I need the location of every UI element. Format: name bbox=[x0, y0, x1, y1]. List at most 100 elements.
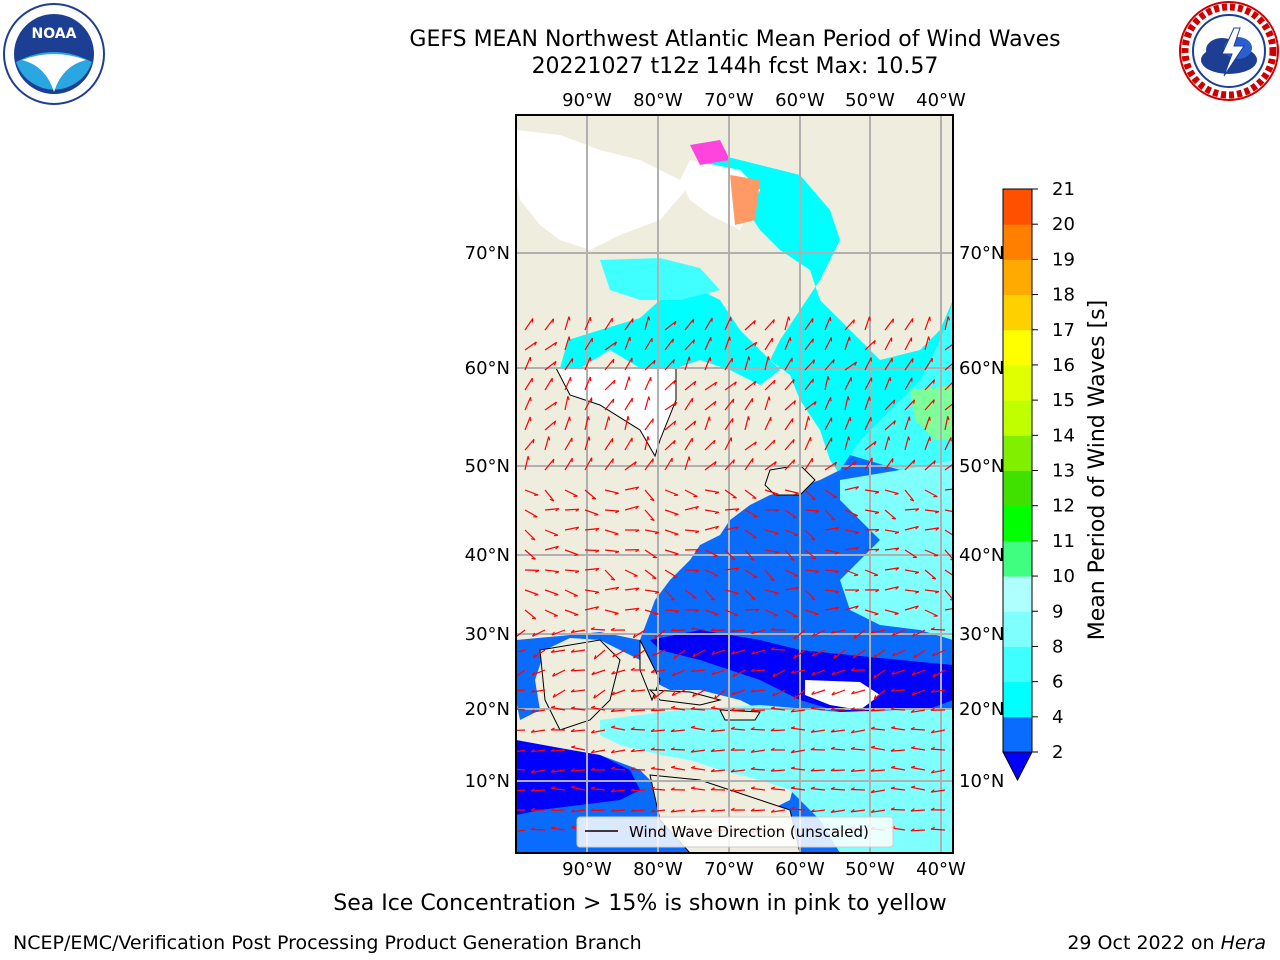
wind-wave-arrow bbox=[831, 809, 846, 813]
wind-wave-arrow bbox=[644, 359, 656, 371]
wind-wave-arrowhead bbox=[671, 672, 676, 677]
wind-wave-arrowhead bbox=[673, 440, 676, 445]
arctic-archipelago-ice bbox=[516, 130, 690, 250]
wind-wave-arrow bbox=[551, 827, 566, 831]
wind-wave-arrow bbox=[684, 356, 690, 371]
wind-wave-arrowhead bbox=[793, 400, 796, 405]
wind-wave-arrowhead bbox=[672, 338, 674, 343]
wind-wave-arrow bbox=[891, 669, 906, 675]
wind-wave-arrow bbox=[744, 489, 757, 499]
wind-wave-arrow bbox=[664, 549, 679, 555]
wind-wave-arrowhead bbox=[831, 671, 835, 676]
wind-wave-arrowhead bbox=[630, 767, 635, 771]
wind-wave-arrow bbox=[631, 809, 646, 812]
wind-wave-arrowhead bbox=[893, 399, 896, 404]
wind-wave-arrowhead bbox=[635, 529, 640, 533]
wind-wave-arrowhead bbox=[693, 380, 697, 386]
wind-wave-arrow bbox=[931, 729, 946, 734]
wind-wave-arrowhead bbox=[612, 458, 614, 463]
wind-wave-arrowhead bbox=[614, 612, 619, 616]
wind-wave-arrow bbox=[904, 358, 914, 371]
wind-wave-arrowhead bbox=[690, 809, 695, 813]
wind-wave-arrow bbox=[630, 709, 646, 712]
wind-wave-arrow bbox=[830, 769, 846, 772]
wind-wave-arrow bbox=[784, 336, 791, 351]
wind-wave-arrowhead bbox=[635, 587, 640, 591]
colorbar-tick-label: 12 bbox=[1052, 496, 1075, 517]
wind-wave-arrow bbox=[804, 401, 817, 411]
wind-wave-arrowhead bbox=[615, 586, 620, 591]
wind-wave-arrow bbox=[744, 608, 760, 611]
wind-wave-arrow bbox=[584, 356, 591, 371]
wind-wave-arrowhead bbox=[735, 567, 740, 571]
wind-wave-arrow bbox=[524, 509, 538, 518]
wind-wave-arrow bbox=[884, 458, 894, 471]
wind-wave-arrow bbox=[911, 709, 926, 713]
wind-wave-arrow bbox=[664, 457, 673, 471]
wind-wave-arrow bbox=[551, 787, 566, 791]
pacific-deep-blue bbox=[516, 740, 640, 815]
wind-wave-arrowhead bbox=[875, 548, 880, 552]
wind-wave-arrowhead bbox=[530, 827, 535, 830]
wind-wave-arrow bbox=[772, 689, 786, 697]
wind-wave-arrow bbox=[531, 709, 546, 713]
wind-wave-arrow bbox=[624, 607, 639, 611]
colorbar-tick-label: 21 bbox=[1052, 179, 1075, 200]
wind-wave-arrow bbox=[791, 709, 806, 713]
wind-wave-arrow bbox=[864, 569, 879, 576]
sea-ice-note: Sea Ice Concentration > 15% is shown in … bbox=[333, 891, 947, 916]
wind-wave-arrowhead bbox=[848, 336, 851, 341]
colorbar-segment bbox=[1003, 189, 1032, 225]
wind-wave-arrowhead bbox=[553, 361, 557, 366]
wind-wave-arrowhead bbox=[610, 627, 615, 631]
wind-wave-arrow bbox=[744, 589, 756, 600]
wind-wave-arrow bbox=[516, 829, 526, 833]
wind-wave-arrowhead bbox=[770, 647, 775, 650]
wind-wave-arrowhead bbox=[830, 629, 835, 634]
colorbar-segment bbox=[1003, 470, 1032, 507]
wind-wave-arrow bbox=[770, 648, 786, 651]
wind-wave-arrow bbox=[924, 527, 939, 531]
wind-wave-arrowhead bbox=[550, 769, 555, 773]
wind-wave-arrowhead bbox=[811, 690, 815, 695]
wind-wave-arrow bbox=[604, 341, 617, 351]
wind-wave-arrowhead bbox=[731, 558, 736, 561]
wind-wave-arrowhead bbox=[811, 498, 816, 501]
wind-wave-arrowhead bbox=[735, 526, 740, 530]
colorbar-segment bbox=[1003, 329, 1032, 366]
wind-wave-arrowhead bbox=[570, 668, 575, 672]
wind-wave-arrowhead bbox=[670, 787, 675, 791]
wind-wave-arrow bbox=[724, 381, 737, 391]
wind-wave-arrowhead bbox=[635, 607, 640, 612]
colorbar: 2 4 6 8 9 10 11 12 13 14 15 16 17 18 19 20 21 bbox=[1002, 179, 1075, 782]
wind-wave-arrow bbox=[873, 649, 886, 659]
wind-wave-arrow bbox=[724, 567, 739, 571]
wind-wave-arrowhead bbox=[714, 381, 718, 386]
colorbar-segment bbox=[1003, 364, 1032, 401]
wind-wave-arrow bbox=[804, 359, 815, 371]
wind-wave-arrow bbox=[544, 489, 555, 502]
lat-tick-left: 10°N bbox=[465, 771, 510, 792]
wind-wave-arrowhead bbox=[812, 359, 816, 364]
wind-wave-arrow bbox=[624, 318, 634, 331]
wind-wave-arrowhead bbox=[891, 517, 896, 520]
colorbar-tick-label: 10 bbox=[1052, 566, 1075, 587]
wind-wave-arrowhead bbox=[612, 653, 616, 658]
wind-wave-arrow bbox=[564, 526, 579, 531]
wind-wave-arrowhead bbox=[690, 626, 695, 630]
wind-wave-arrowhead bbox=[531, 557, 536, 560]
colorbar-segment bbox=[1003, 259, 1032, 296]
wind-wave-arrowhead bbox=[751, 650, 755, 655]
wind-wave-arrowhead bbox=[673, 420, 677, 425]
wind-wave-arrow bbox=[564, 316, 570, 331]
wind-wave-arrowhead bbox=[813, 401, 817, 406]
wind-wave-arrowhead bbox=[675, 610, 680, 614]
wind-wave-arrow bbox=[704, 439, 716, 451]
wind-wave-arrow bbox=[804, 529, 816, 541]
wind-wave-arrowhead bbox=[671, 705, 676, 709]
wind-wave-arrow bbox=[664, 609, 680, 612]
wind-wave-arrow bbox=[651, 767, 666, 771]
wind-wave-arrow bbox=[784, 357, 793, 371]
wind-wave-arrowhead bbox=[674, 513, 679, 516]
wind-wave-arrow bbox=[724, 526, 739, 531]
